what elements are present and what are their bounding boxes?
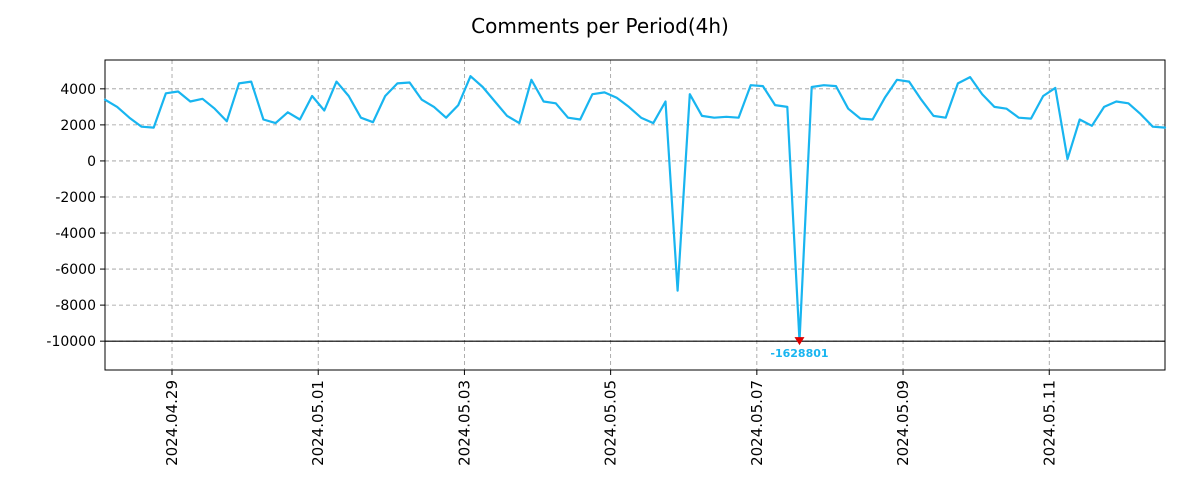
x-tick-label: 2024.05.05: [602, 380, 620, 466]
y-tick-label: 0: [87, 154, 96, 170]
x-tick-label: 2024.04.29: [163, 380, 181, 466]
y-tick-label: -2000: [55, 190, 96, 206]
y-tick-label: -4000: [55, 226, 96, 242]
x-tick-label: 2024.05.09: [894, 380, 912, 466]
plot-frame: [104, 59, 1166, 371]
min-annotation: -1628801: [770, 347, 828, 360]
y-tick-label: -6000: [55, 262, 96, 278]
y-tick-label: 4000: [60, 82, 96, 98]
y-tick-label: -8000: [55, 298, 96, 314]
min-marker-icon: [794, 337, 805, 346]
x-tick-label: 2024.05.11: [1040, 380, 1058, 466]
chart-title: Comments per Period(4h): [471, 14, 729, 38]
x-tick-label: 2024.05.03: [455, 380, 473, 466]
y-tick-label: 2000: [60, 118, 96, 134]
x-tick-label: 2024.05.07: [748, 380, 766, 466]
x-tick-label: 2024.05.01: [309, 380, 327, 466]
series-line: [103, 75, 1167, 343]
y-tick-label: -10000: [46, 334, 96, 350]
